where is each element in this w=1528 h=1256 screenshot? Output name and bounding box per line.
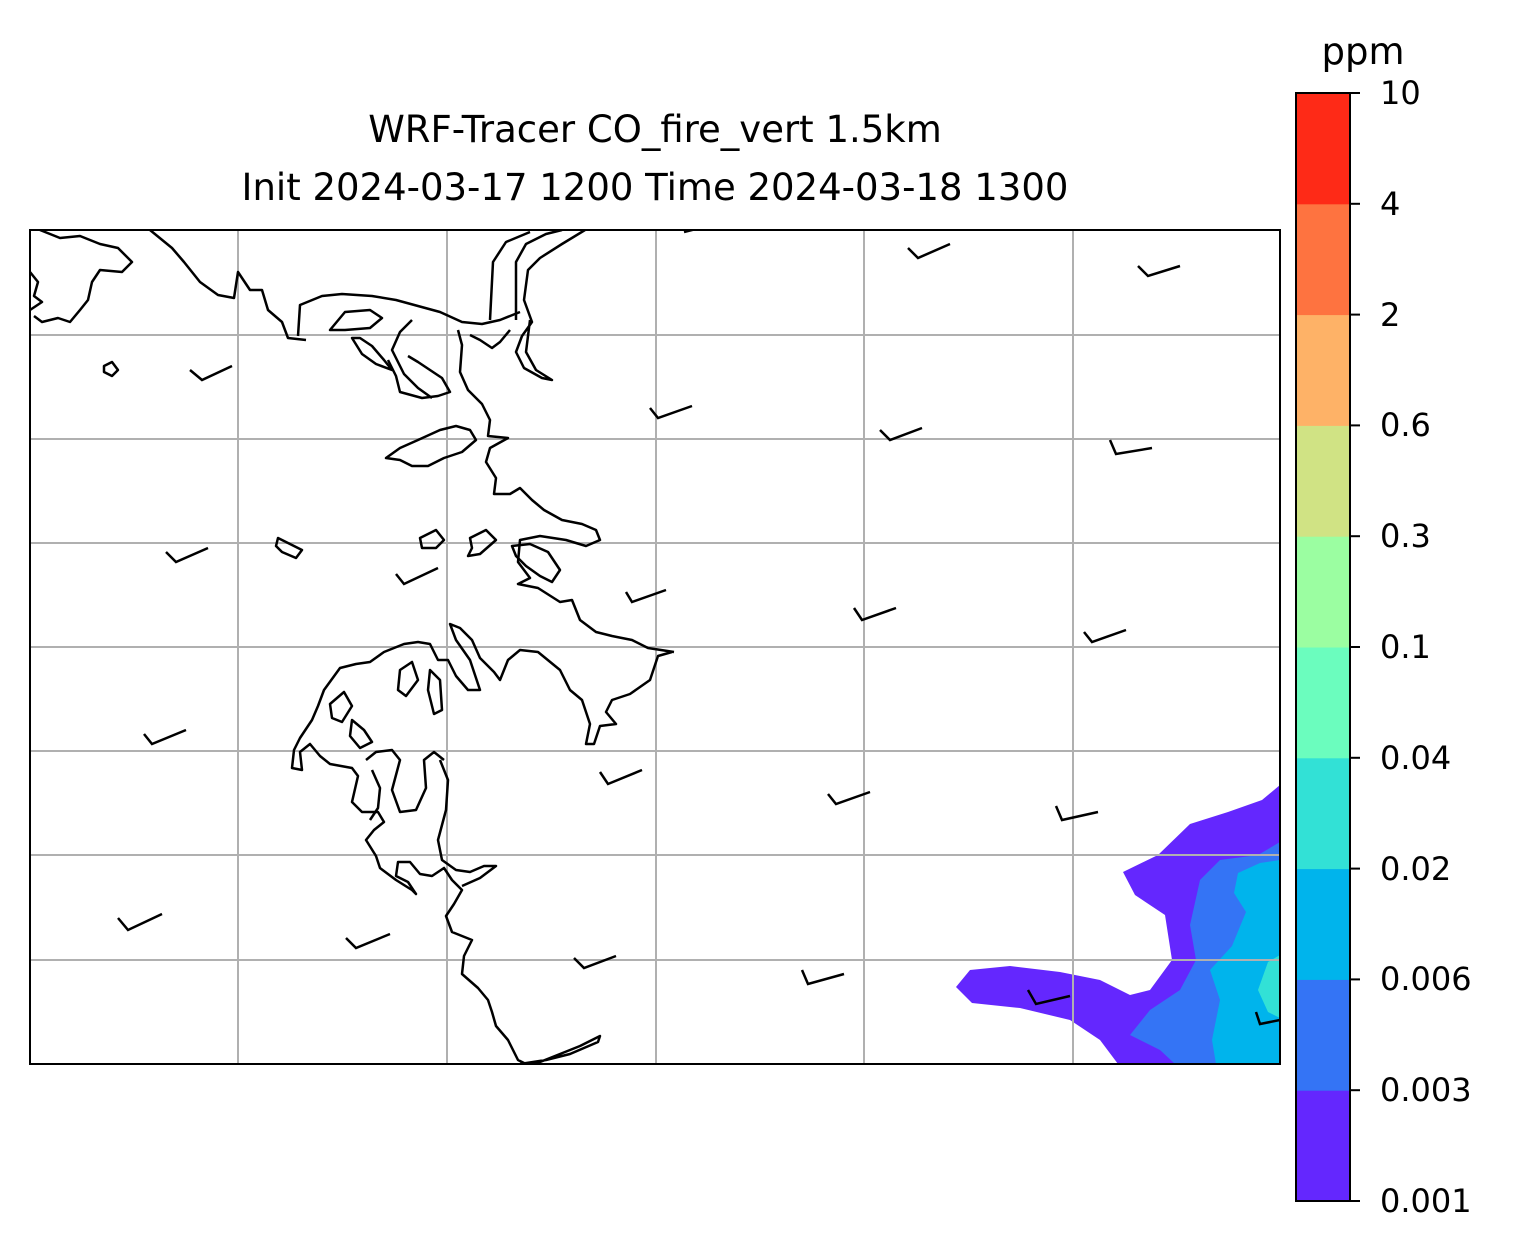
coastline-main xyxy=(149,230,521,342)
colorbar xyxy=(1295,92,1360,1202)
colorbar-segment xyxy=(1296,314,1350,426)
colorbar-tick-label: 0.02 xyxy=(1380,849,1452,888)
coastline-northwest xyxy=(33,230,134,324)
colorbar-tick-label: 0.001 xyxy=(1380,1182,1472,1220)
colorbar-tick-label: 0.1 xyxy=(1380,628,1431,666)
colorbar-segment xyxy=(1296,868,1350,980)
colorbar-tick-label: 2 xyxy=(1380,295,1401,334)
colorbar-tick-label: 0.6 xyxy=(1380,406,1431,445)
plume-0.006 xyxy=(1210,860,1280,1064)
colorbar-segment xyxy=(1296,93,1350,205)
colorbar-segment xyxy=(1296,757,1350,870)
colorbar-tick-label: 4 xyxy=(1380,184,1401,223)
coastlines xyxy=(30,230,675,1064)
coastline-bay xyxy=(456,329,675,654)
colorbar-tick-label: 0.04 xyxy=(1380,738,1452,777)
colorbar-tick-label: 10 xyxy=(1380,74,1421,112)
colorbar-segment xyxy=(1296,1090,1350,1202)
plume-0.02 xyxy=(1258,955,1280,1018)
map-frame xyxy=(29,229,1281,1065)
colorbar-segment xyxy=(1296,979,1350,1091)
colorbar-segment xyxy=(1296,536,1350,648)
gridlines xyxy=(30,230,1280,1064)
colorbar-segment xyxy=(1296,203,1350,316)
colorbar-tick-label: 0.006 xyxy=(1380,960,1472,999)
colorbar-tick-label: 0.003 xyxy=(1380,1071,1472,1110)
colorbar-segment xyxy=(1296,647,1350,759)
colorbar-unit-label: ppm xyxy=(1321,30,1405,73)
tracer-plume xyxy=(956,785,1280,1064)
colorbar-segment xyxy=(1296,425,1350,537)
coastline-estuary xyxy=(488,230,586,382)
wind-barbs xyxy=(117,230,1280,1026)
colorbar-tick-label: 0.3 xyxy=(1380,517,1431,556)
chart-title-line-1: WRF-Tracer CO_fire_vert 1.5km xyxy=(368,108,942,151)
coastline-south xyxy=(290,622,673,1064)
chart-title-line-2: Init 2024-03-17 1200 Time 2024-03-18 130… xyxy=(241,166,1069,209)
